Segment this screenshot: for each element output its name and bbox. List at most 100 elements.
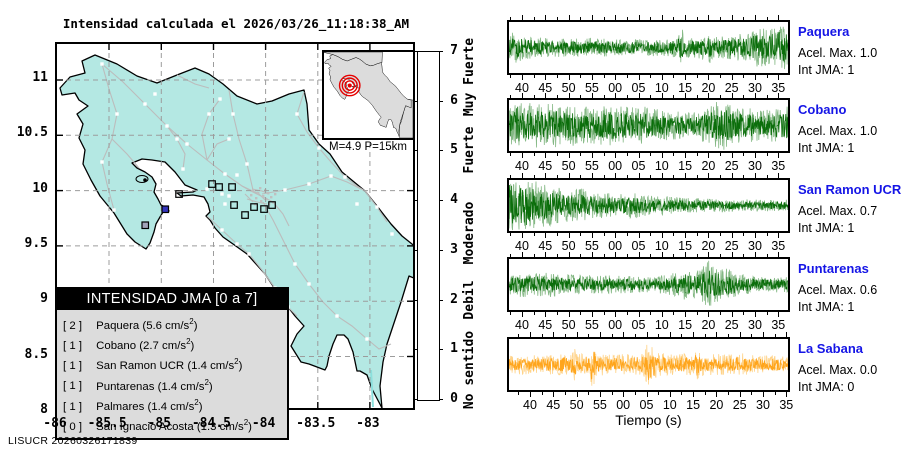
time-tick	[669, 392, 671, 397]
town-marker	[220, 192, 224, 196]
time-tick-minor	[533, 153, 535, 156]
station-accel-max: Acel. Max. 0.0	[798, 363, 878, 377]
time-tick-minor	[556, 95, 558, 98]
town-marker	[220, 228, 224, 232]
time-tick	[731, 15, 733, 20]
road-15	[251, 188, 270, 195]
legend-row: [ 1 ] Cobano (2.7 cm/s2)	[63, 334, 281, 354]
time-tick	[545, 15, 547, 20]
time-tick	[778, 233, 780, 238]
station-int-jma: Int JMA: 1	[798, 221, 855, 235]
town-marker	[112, 208, 116, 212]
time-tick	[576, 392, 578, 397]
time-tick	[731, 312, 733, 317]
time-tick-label: 10	[662, 398, 677, 412]
time-tick	[685, 173, 687, 178]
time-tick	[661, 173, 663, 178]
time-tick	[708, 312, 710, 317]
time-tick	[638, 15, 640, 20]
time-tick-minor	[603, 95, 605, 98]
station-marker-paquera	[161, 205, 170, 214]
time-tick-minor	[696, 233, 698, 236]
time-tick-minor	[743, 17, 745, 20]
legend-row: [ 1 ] San Ramon UCR (1.4 cm/s2)	[63, 354, 281, 374]
time-tick-minor	[720, 75, 722, 78]
time-tick	[591, 173, 593, 178]
time-tick-minor	[510, 75, 512, 78]
town-marker	[247, 252, 251, 256]
time-tick	[708, 15, 710, 20]
time-tick-minor	[696, 95, 698, 98]
town-marker	[100, 160, 104, 164]
time-tick	[685, 15, 687, 20]
time-tick-label: 20	[709, 398, 724, 412]
time-tick-minor	[533, 95, 535, 98]
time-tick	[755, 312, 756, 317]
time-tick-label: 10	[654, 318, 669, 332]
time-tick-label: 05	[639, 398, 654, 412]
time-tick-label: 55	[584, 318, 599, 332]
time-tick	[591, 15, 593, 20]
time-tick	[545, 173, 547, 178]
time-tick	[530, 332, 531, 337]
time-tick	[638, 252, 640, 257]
waveform-plot	[508, 344, 789, 386]
town-marker	[153, 92, 157, 96]
town-marker	[365, 337, 369, 341]
time-tick-label: 10	[654, 81, 669, 95]
time-tick-minor	[743, 233, 745, 236]
time-tick-minor	[681, 392, 683, 395]
town-marker	[181, 167, 185, 171]
urban-dot	[260, 200, 263, 203]
waveform-plot	[508, 101, 789, 150]
time-tick-minor	[510, 312, 512, 315]
time-tick-minor	[541, 334, 543, 337]
road-6	[261, 175, 366, 195]
town-marker	[231, 112, 235, 116]
time-tick	[615, 15, 617, 20]
time-tick-minor	[634, 334, 636, 337]
lon-tick-label: -86	[43, 416, 67, 431]
time-tick-minor	[556, 233, 558, 236]
time-tick-label: 05	[631, 239, 646, 253]
time-tick	[545, 93, 547, 98]
time-tick-minor	[533, 233, 535, 236]
time-tick-minor	[510, 95, 512, 98]
time-tick	[530, 392, 531, 397]
waveform-trace-dark	[508, 184, 789, 226]
time-tick-label: 40	[515, 81, 529, 95]
station-marker	[215, 183, 223, 191]
time-tick	[638, 93, 640, 98]
lat-tick-label: 9	[40, 291, 48, 307]
waveform-plot	[508, 260, 789, 306]
time-tick-minor	[766, 95, 768, 98]
time-tick-minor	[704, 392, 706, 395]
time-tick-minor	[603, 175, 605, 178]
time-tick-minor	[533, 175, 535, 178]
time-tick	[615, 93, 617, 98]
time-tick	[708, 75, 710, 80]
time-tick	[615, 75, 617, 80]
urban-dot	[252, 189, 255, 192]
time-tick-minor	[634, 392, 636, 395]
time-tick-label: 05	[631, 318, 646, 332]
time-tick	[522, 93, 523, 98]
colorbar-tick-label: 1	[450, 341, 458, 357]
time-tick	[778, 312, 780, 317]
time-tick	[661, 233, 663, 238]
time-tick-label: 05	[631, 159, 646, 173]
time-tick	[522, 312, 523, 317]
time-tick-minor	[510, 233, 512, 236]
time-tick	[755, 252, 756, 257]
time-tick-minor	[603, 17, 605, 20]
time-tick-minor	[580, 75, 582, 78]
time-tick-minor	[510, 17, 512, 20]
gulf-island-dot	[143, 178, 147, 182]
lat-tick-label: 8	[40, 401, 48, 417]
time-tick-label: 55	[584, 81, 599, 95]
time-tick-minor	[533, 254, 535, 257]
legend-row: [ 0 ] San Ignacio Acosta (1.3 cm/s2)	[63, 415, 281, 435]
time-tick	[661, 252, 663, 257]
time-tick-minor	[673, 95, 675, 98]
